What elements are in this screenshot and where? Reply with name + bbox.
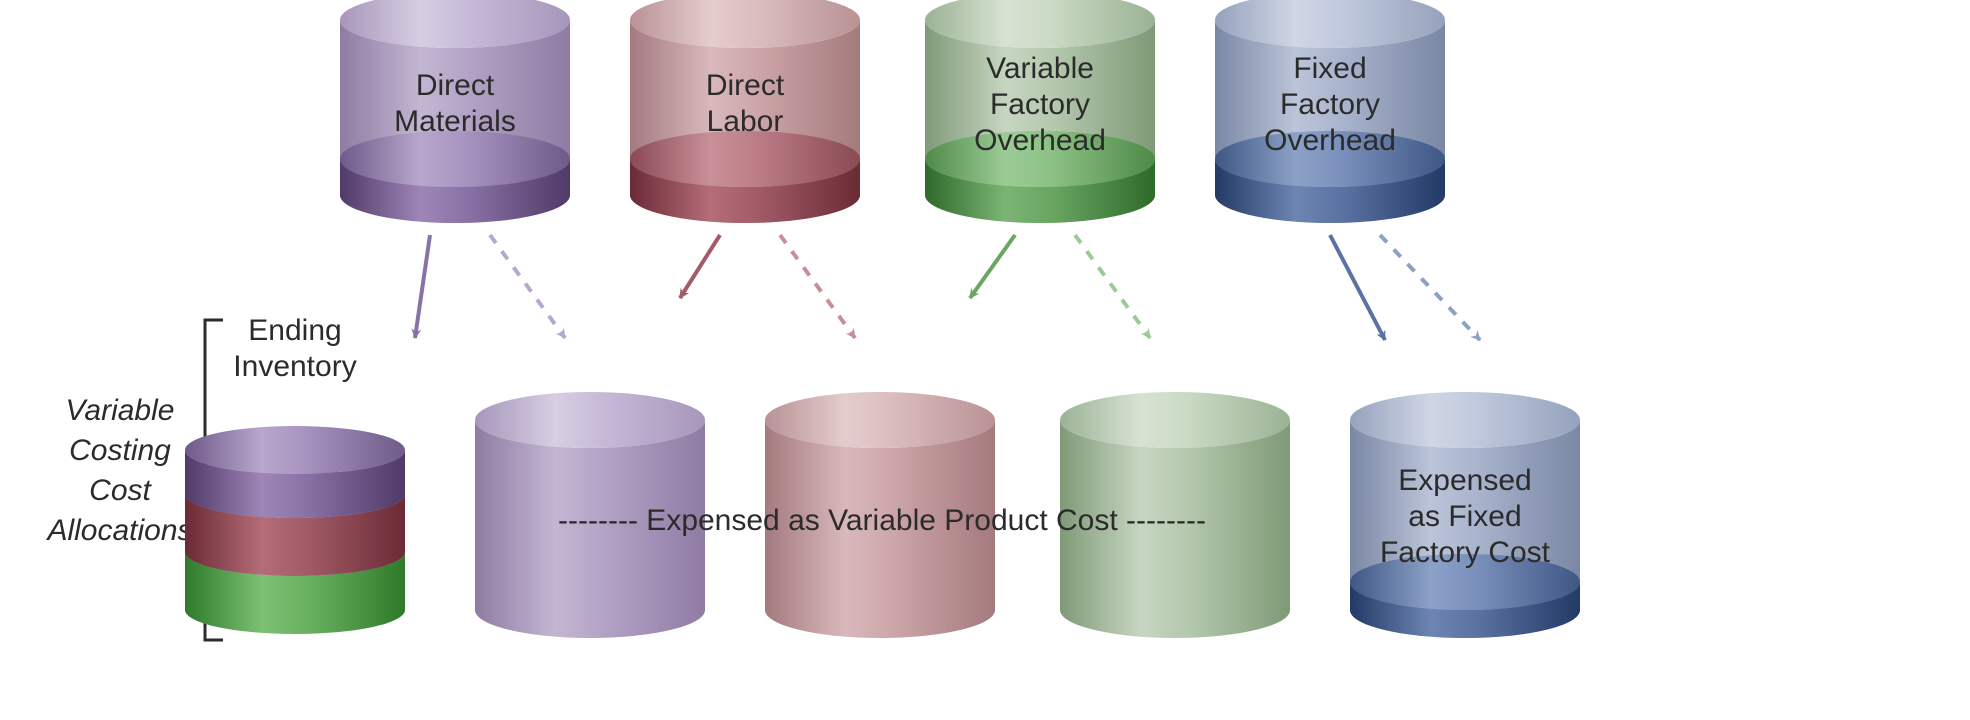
svg-text:Variable: Variable (986, 52, 1094, 85)
svg-text:Ending: Ending (248, 314, 341, 347)
svg-text:Labor: Labor (707, 105, 784, 138)
arrow-solid (970, 235, 1015, 298)
svg-text:Direct: Direct (416, 69, 495, 102)
svg-text:Overhead: Overhead (974, 124, 1106, 157)
arrow-dashed (1380, 235, 1480, 340)
svg-text:Allocations: Allocations (45, 514, 192, 547)
svg-text:Variable: Variable (66, 394, 175, 427)
svg-text:Expensed: Expensed (1398, 464, 1531, 497)
svg-text:Inventory: Inventory (233, 350, 356, 383)
svg-text:Factory Cost: Factory Cost (1380, 536, 1551, 569)
svg-text:Overhead: Overhead (1264, 124, 1396, 157)
expensed-variable-label: -------- Expensed as Variable Product Co… (558, 504, 1206, 537)
cylinder-band (630, 131, 860, 223)
svg-text:Costing: Costing (69, 434, 171, 467)
svg-text:Factory: Factory (1280, 88, 1380, 121)
svg-text:as Fixed: as Fixed (1408, 500, 1521, 533)
svg-text:Direct: Direct (706, 69, 785, 102)
diagram-canvas: VariableCostingCostAllocationsDirectMate… (0, 0, 1970, 720)
arrow-dashed (780, 235, 855, 338)
svg-text:Factory: Factory (990, 88, 1090, 121)
arrow-solid (1330, 235, 1385, 340)
arrow-solid (680, 235, 720, 298)
svg-text:Materials: Materials (394, 105, 516, 138)
arrow-dashed (1075, 235, 1150, 338)
ending-inventory-layer (185, 426, 405, 518)
svg-text:Fixed: Fixed (1293, 52, 1366, 85)
svg-text:Cost: Cost (89, 474, 152, 507)
cylinder-band (340, 131, 570, 223)
arrow-solid (415, 235, 430, 338)
arrow-dashed (490, 235, 565, 338)
